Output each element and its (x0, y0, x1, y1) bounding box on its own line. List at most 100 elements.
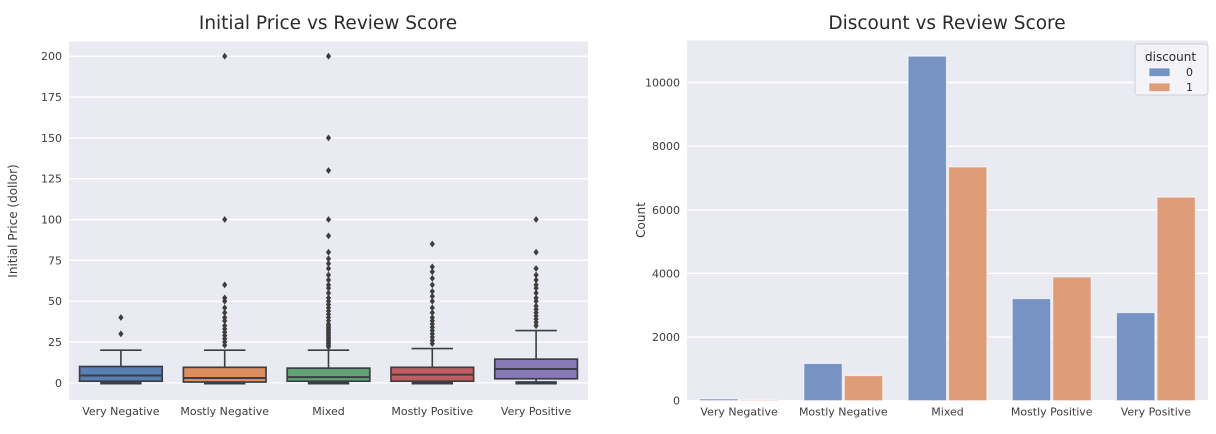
y-tick-label: 8000 (652, 140, 680, 153)
box-mixed (286, 52, 371, 385)
bar-mixed-0 (907, 55, 948, 402)
barplot-ylabel: Count (634, 202, 648, 238)
barplot-chart: 0 2000 4000 6000 8000 10000 Very Negative Mostl… (634, 13, 1209, 419)
outlier-marker (222, 309, 228, 317)
y-tick-label: 100 (41, 214, 62, 227)
legend-label-0: 0 (1186, 66, 1193, 79)
outlier-marker (533, 302, 539, 310)
x-tick-label: Very Negative (700, 406, 778, 419)
outlier-marker (325, 255, 332, 263)
x-tick-label: Mixed (931, 406, 963, 419)
outlier-marker (222, 304, 228, 312)
outlier-marker (533, 289, 539, 297)
outlier-marker (325, 281, 332, 289)
barplot-title: Discount vs Review Score (828, 13, 1065, 34)
bar-very-positive-1 (1156, 196, 1197, 402)
x-tick-label: Very Negative (82, 405, 160, 418)
outlier-marker (429, 274, 435, 282)
outlier-marker (533, 248, 539, 256)
outlier-marker (222, 281, 228, 289)
outlier-marker (533, 271, 539, 279)
outlier-marker (533, 216, 539, 223)
legend-swatch-0 (1148, 67, 1171, 77)
outlier-marker (325, 134, 332, 142)
outlier-marker (533, 294, 539, 302)
y-tick-label: 10000 (645, 77, 680, 90)
outlier-marker (429, 314, 435, 321)
outlier-marker (325, 260, 332, 268)
outlier-marker (118, 314, 124, 321)
legend-title: discount (1145, 50, 1196, 64)
y-tick-label: 125 (41, 173, 62, 186)
outlier-marker (429, 268, 435, 276)
outlier-marker (429, 240, 435, 248)
outlier-marker (533, 276, 539, 284)
outlier-marker (222, 216, 228, 223)
box-mostly-negative (182, 52, 267, 385)
x-tick-label: Mostly Negative (180, 405, 269, 418)
bar-mostly-positive-0 (1011, 297, 1052, 402)
outlier-marker (429, 287, 435, 295)
bar-mostly-negative-0 (803, 362, 843, 402)
outlier-marker (429, 297, 435, 305)
outlier-marker (222, 314, 228, 321)
y-tick-label: 0 (673, 395, 680, 408)
y-tick-label: 50 (48, 295, 62, 308)
outlier-marker (429, 309, 435, 317)
bar-mixed-1 (947, 166, 988, 402)
legend-swatch-1 (1148, 82, 1171, 92)
outlier-marker (325, 232, 332, 240)
boxplot-ylabel: Initial Price (dollor) (6, 164, 20, 277)
y-tick-label: 6000 (652, 204, 680, 217)
box-very-positive (493, 216, 579, 385)
outlier-marker (222, 322, 228, 330)
box-very-negative (78, 314, 164, 385)
bar-mostly-negative-1 (843, 374, 884, 402)
boxplot-chart: 0 25 50 75 100 125 150 175 200 Very Negative Mostl… (6, 13, 588, 418)
outlier-marker (222, 52, 228, 60)
y-tick-label: 4000 (652, 267, 680, 280)
box-mostly-positive (390, 240, 475, 385)
outlier-marker (325, 271, 332, 279)
outlier-marker (325, 248, 332, 256)
bar-mostly-positive-1 (1052, 276, 1092, 402)
x-tick-label: Very Positive (1121, 406, 1192, 419)
boxplot-panel: 0 25 50 75 100 125 150 175 200 Very Negative Mostl… (6, 13, 588, 418)
x-tick-label: Very Positive (501, 405, 572, 418)
outlier-marker (429, 263, 435, 271)
y-tick-label: 0 (55, 377, 62, 390)
y-tick-label: 200 (41, 50, 62, 63)
outlier-marker (325, 52, 332, 60)
legend-label-1: 1 (1186, 81, 1193, 94)
barplot-panel: 0 2000 4000 6000 8000 10000 Very Negative Mostl… (608, 0, 1216, 434)
legend-box (1134, 43, 1209, 96)
outlier-marker (533, 265, 539, 272)
outlier-marker (533, 281, 539, 289)
x-tick-label: Mostly Positive (1011, 406, 1093, 419)
outlier-marker (429, 292, 435, 300)
outlier-marker (325, 289, 332, 297)
bar-very-negative-0 (698, 398, 739, 402)
outlier-marker (429, 304, 435, 312)
outlier-marker (222, 294, 228, 302)
y-tick-label: 2000 (652, 331, 680, 344)
x-tick-label: Mostly Negative (799, 406, 888, 419)
y-tick-label: 75 (48, 254, 62, 267)
x-tick-label: Mixed (312, 405, 344, 418)
outlier-marker (325, 276, 332, 284)
y-tick-label: 25 (48, 336, 62, 349)
legend: discount 0 1 (1134, 43, 1209, 96)
outlier-marker (118, 330, 124, 338)
bar-very-negative-1 (739, 399, 780, 402)
box-rect (78, 365, 164, 383)
outlier-marker (325, 294, 332, 302)
y-tick-label: 175 (41, 91, 62, 104)
outlier-marker (429, 281, 435, 289)
outlier-marker (325, 216, 332, 223)
boxplot-title: Initial Price vs Review Score (199, 13, 457, 34)
outlier-marker (325, 167, 332, 174)
x-tick-label: Mostly Positive (391, 405, 473, 418)
outlier-marker (325, 265, 332, 272)
box-rect (286, 367, 371, 383)
